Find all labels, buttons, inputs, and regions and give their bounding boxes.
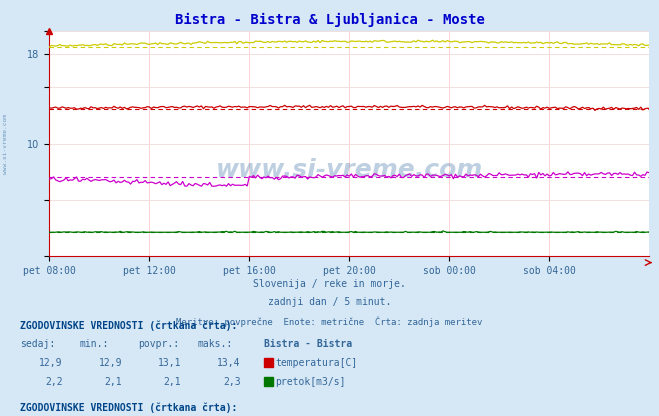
Text: ZGODOVINSKE VREDNOSTI (črtkana črta):: ZGODOVINSKE VREDNOSTI (črtkana črta): bbox=[20, 403, 237, 413]
Text: 12,9: 12,9 bbox=[39, 358, 63, 368]
Text: Bistra - Bistra & Ljubljanica - Moste: Bistra - Bistra & Ljubljanica - Moste bbox=[175, 12, 484, 27]
Text: zadnji dan / 5 minut.: zadnji dan / 5 minut. bbox=[268, 297, 391, 307]
Text: 2,2: 2,2 bbox=[45, 377, 63, 387]
Text: temperatura[C]: temperatura[C] bbox=[275, 358, 358, 368]
Text: sedaj:: sedaj: bbox=[20, 339, 55, 349]
Text: povpr.:: povpr.: bbox=[138, 339, 179, 349]
Text: 13,4: 13,4 bbox=[217, 358, 241, 368]
Text: 2,1: 2,1 bbox=[104, 377, 122, 387]
Text: min.:: min.: bbox=[79, 339, 109, 349]
Text: www.si-vreme.com: www.si-vreme.com bbox=[3, 114, 8, 173]
Text: 2,1: 2,1 bbox=[163, 377, 181, 387]
Text: maks.:: maks.: bbox=[198, 339, 233, 349]
Text: Slovenija / reke in morje.: Slovenija / reke in morje. bbox=[253, 279, 406, 289]
Text: 12,9: 12,9 bbox=[98, 358, 122, 368]
Text: www.si-vreme.com: www.si-vreme.com bbox=[215, 158, 483, 183]
Text: pretok[m3/s]: pretok[m3/s] bbox=[275, 377, 346, 387]
Text: Meritve: povprečne  Enote: metrične  Črta: zadnja meritev: Meritve: povprečne Enote: metrične Črta:… bbox=[177, 316, 482, 327]
Text: ZGODOVINSKE VREDNOSTI (črtkana črta):: ZGODOVINSKE VREDNOSTI (črtkana črta): bbox=[20, 320, 237, 331]
Text: Bistra - Bistra: Bistra - Bistra bbox=[264, 339, 352, 349]
Text: 2,3: 2,3 bbox=[223, 377, 241, 387]
Text: 13,1: 13,1 bbox=[158, 358, 181, 368]
